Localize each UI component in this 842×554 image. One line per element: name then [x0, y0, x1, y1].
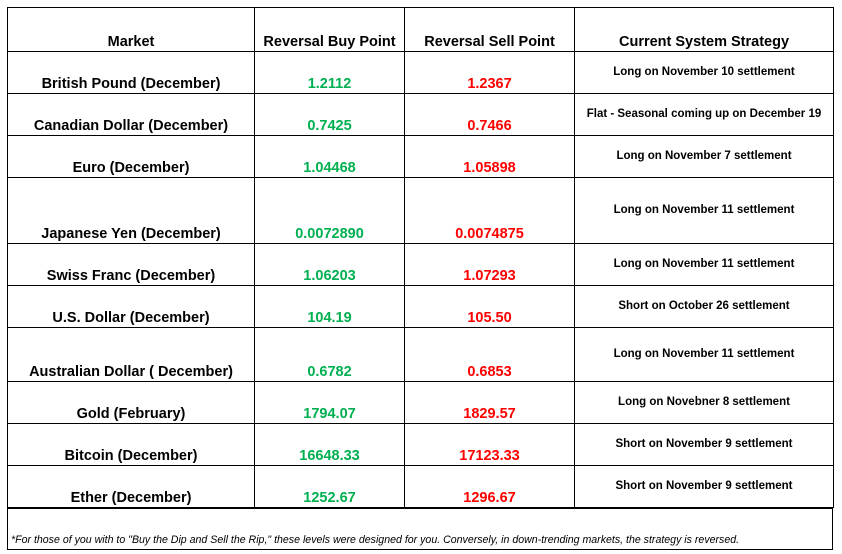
buy-point-cell: 16648.33 [254, 423, 405, 466]
market-cell: British Pound (December) [7, 51, 255, 94]
strategy-cell: Long on November 7 settlement [574, 135, 834, 178]
header-strategy: Current System Strategy [574, 7, 834, 52]
table-row: Bitcoin (December) 16648.33 17123.33 Sho… [7, 423, 834, 466]
sell-point-cell: 1.05898 [404, 135, 575, 178]
sell-point-cell: 1.2367 [404, 51, 575, 94]
strategy-cell: Long on November 11 settlement [574, 327, 834, 382]
footnote-box: *For those of you with to "Buy the Dip a… [7, 508, 833, 550]
buy-point-cell: 0.6782 [254, 327, 405, 382]
table-row: Euro (December) 1.04468 1.05898 Long on … [7, 135, 834, 178]
market-cell: Ether (December) [7, 465, 255, 508]
buy-point-cell: 0.7425 [254, 93, 405, 136]
buy-point-cell: 1.06203 [254, 243, 405, 286]
market-cell: U.S. Dollar (December) [7, 285, 255, 328]
market-cell: Euro (December) [7, 135, 255, 178]
buy-point-cell: 1252.67 [254, 465, 405, 508]
market-cell: Bitcoin (December) [7, 423, 255, 466]
sell-point-cell: 17123.33 [404, 423, 575, 466]
market-cell: Japanese Yen (December) [7, 177, 255, 244]
sell-point-cell: 0.7466 [404, 93, 575, 136]
sell-point-cell: 1296.67 [404, 465, 575, 508]
table-row: Canadian Dollar (December) 0.7425 0.7466… [7, 93, 834, 136]
sell-point-cell: 0.6853 [404, 327, 575, 382]
table-row: Ether (December) 1252.67 1296.67 Short o… [7, 465, 834, 508]
table-row: Gold (February) 1794.07 1829.57 Long on … [7, 381, 834, 424]
strategy-cell: Short on October 26 settlement [574, 285, 834, 328]
header-buy-point: Reversal Buy Point [254, 7, 405, 52]
strategy-cell: Short on November 9 settlement [574, 423, 834, 466]
sell-point-cell: 1829.57 [404, 381, 575, 424]
header-sell-point: Reversal Sell Point [404, 7, 575, 52]
market-cell: Australian Dollar ( December) [7, 327, 255, 382]
buy-point-cell: 1.2112 [254, 51, 405, 94]
buy-point-cell: 0.0072890 [254, 177, 405, 244]
strategy-cell: Long on November 10 settlement [574, 51, 834, 94]
header-market: Market [7, 7, 255, 52]
strategy-cell: Flat - Seasonal coming up on December 19 [574, 93, 834, 136]
strategy-cell: Short on November 9 settlement [574, 465, 834, 508]
market-cell: Gold (February) [7, 381, 255, 424]
table-row: Japanese Yen (December) 0.0072890 0.0074… [7, 177, 834, 244]
buy-point-cell: 104.19 [254, 285, 405, 328]
table-row: Swiss Franc (December) 1.06203 1.07293 L… [7, 243, 834, 286]
market-cell: Canadian Dollar (December) [7, 93, 255, 136]
footnote: *For those of you with to "Buy the Dip a… [11, 534, 740, 546]
sell-point-cell: 105.50 [404, 285, 575, 328]
strategy-cell: Long on Novebner 8 settlement [574, 381, 834, 424]
table-row: British Pound (December) 1.2112 1.2367 L… [7, 51, 834, 94]
table-row: Australian Dollar ( December) 0.6782 0.6… [7, 327, 834, 382]
market-cell: Swiss Franc (December) [7, 243, 255, 286]
header-row: Market Reversal Buy Point Reversal Sell … [7, 7, 834, 52]
buy-point-cell: 1794.07 [254, 381, 405, 424]
buy-point-cell: 1.04468 [254, 135, 405, 178]
strategy-cell: Long on November 11 settlement [574, 177, 834, 244]
table-row: U.S. Dollar (December) 104.19 105.50 Sho… [7, 285, 834, 328]
reversal-points-table: Market Reversal Buy Point Reversal Sell … [7, 7, 834, 508]
strategy-cell: Long on November 11 settlement [574, 243, 834, 286]
sell-point-cell: 1.07293 [404, 243, 575, 286]
sell-point-cell: 0.0074875 [404, 177, 575, 244]
